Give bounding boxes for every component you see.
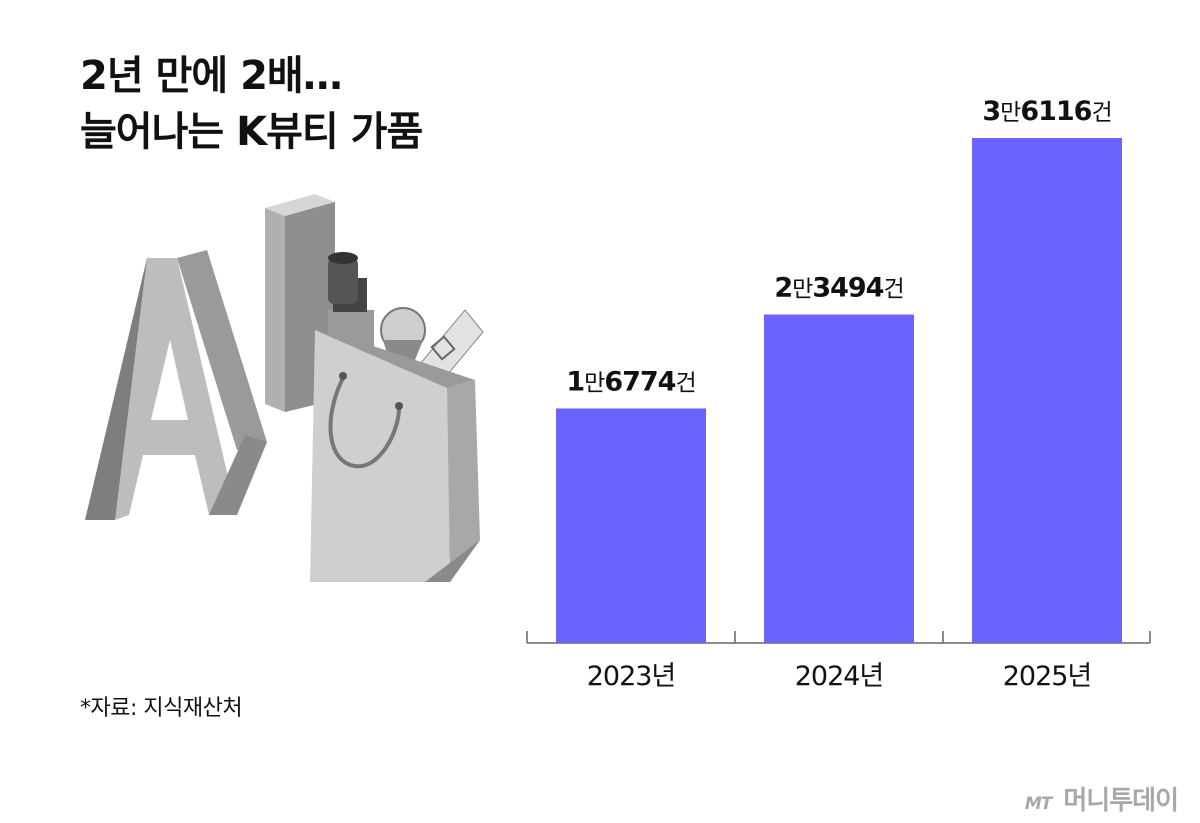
x-tick-label-2025년: 2025년 xyxy=(1003,661,1092,692)
chart-title-line-1: 2년 만에 2배… xyxy=(80,53,343,99)
source-note: *자료: 지식재산처 xyxy=(80,696,243,721)
data-label-2025년: 3만6116건 xyxy=(982,96,1111,127)
x-tick-label-2024년: 2024년 xyxy=(795,661,884,692)
data-label-2023년: 1만6774건 xyxy=(566,366,695,397)
publisher-logo-name: 머니투데이 xyxy=(1063,786,1179,816)
data-label-2024년: 2만3494건 xyxy=(774,272,903,303)
bar-2023년 xyxy=(556,408,706,643)
letter-a-icon xyxy=(85,250,267,520)
data-labels: 1만6774건 2만3494건 3만6116건 xyxy=(566,96,1112,397)
x-axis-ticks xyxy=(526,631,1151,643)
chart-title-line-2: 늘어나는 K뷰티 가품 xyxy=(80,109,423,155)
x-tick-label-2023년: 2023년 xyxy=(587,661,676,692)
bars-group xyxy=(556,138,1122,643)
bar-2024년 xyxy=(764,314,914,643)
chart-title: 2년 만에 2배… 늘어나는 K뷰티 가품 xyxy=(80,48,423,160)
publisher-logo: MT 머니투데이 xyxy=(1024,780,1179,817)
publisher-logo-mark: MT xyxy=(1024,794,1052,814)
shopping-bag-icon xyxy=(310,330,480,582)
ai-counterfeit-illustration xyxy=(85,194,484,582)
x-axis-tick-labels: 2023년 2024년 2025년 xyxy=(587,661,1093,692)
bar-2025년 xyxy=(972,138,1122,643)
